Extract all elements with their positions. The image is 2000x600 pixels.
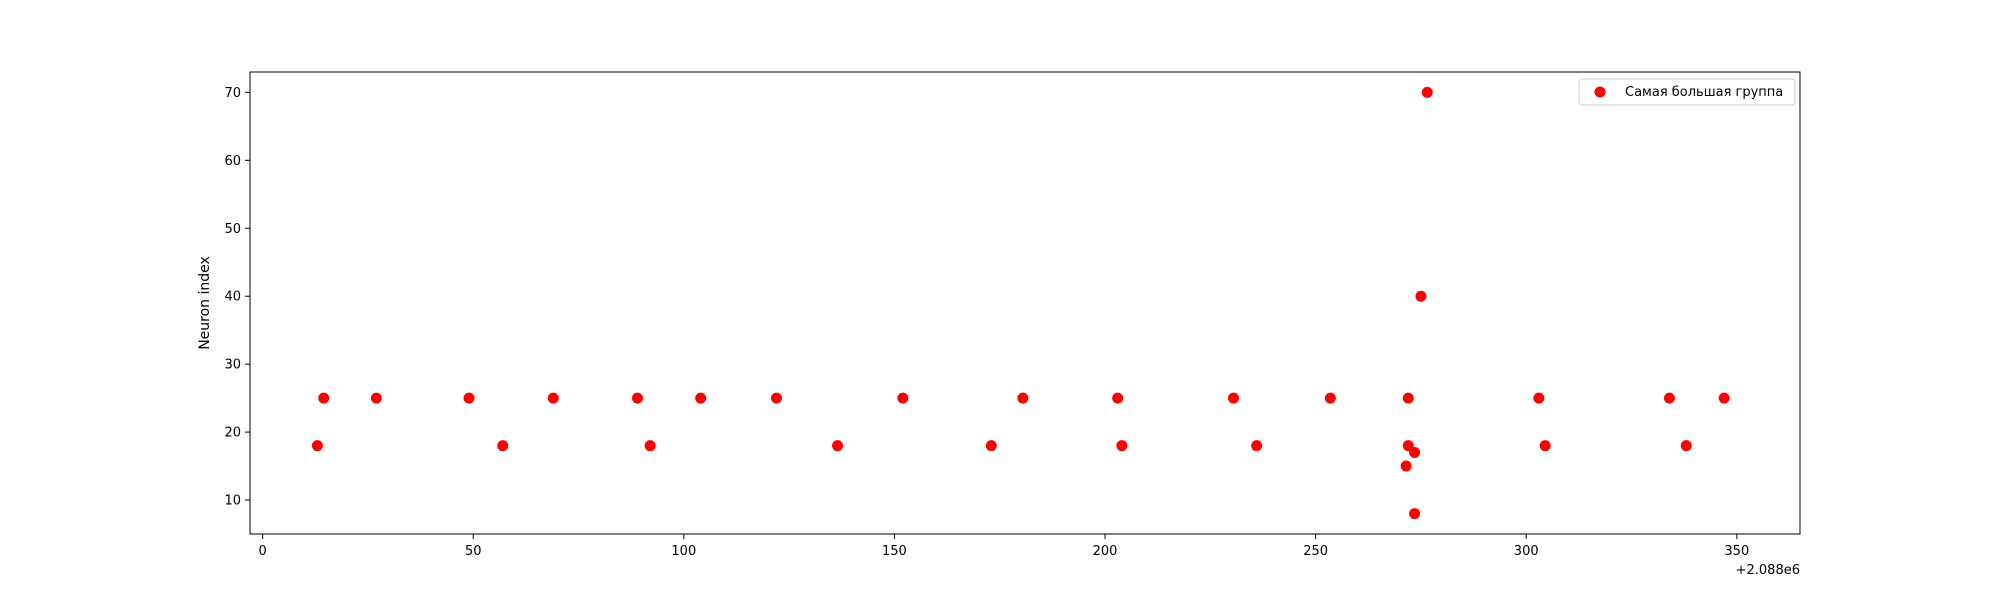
legend-box bbox=[1578, 78, 1796, 106]
data-point bbox=[1409, 446, 1421, 458]
x-tick-label: 250 bbox=[1303, 544, 1328, 559]
data-point bbox=[1402, 392, 1414, 404]
y-tick-label: 70 bbox=[224, 86, 241, 101]
x-tick-label: 150 bbox=[882, 544, 907, 559]
y-tick-label: 60 bbox=[224, 154, 241, 169]
x-tick-label: 200 bbox=[1093, 544, 1118, 559]
data-point bbox=[695, 392, 707, 404]
data-point bbox=[547, 392, 559, 404]
legend: Самая большая группа bbox=[1578, 78, 1796, 106]
data-point bbox=[1421, 86, 1433, 98]
plot-frame bbox=[249, 71, 1801, 535]
x-tick-label: 0 bbox=[258, 544, 266, 559]
data-point bbox=[1409, 508, 1421, 520]
data-point bbox=[644, 440, 656, 452]
x-axis: 0 50 100 150 200 250 300 350 bbox=[258, 534, 1749, 559]
x-tick-label: 350 bbox=[1724, 544, 1749, 559]
data-point bbox=[770, 392, 782, 404]
y-tick-label: 30 bbox=[224, 358, 241, 373]
data-point bbox=[1251, 440, 1263, 452]
data-point bbox=[897, 392, 909, 404]
data-point bbox=[1400, 460, 1412, 472]
legend-label: Самая большая группа bbox=[1625, 85, 1783, 100]
data-point bbox=[370, 392, 382, 404]
x-tick-label: 50 bbox=[465, 544, 482, 559]
x-tick-label: 100 bbox=[671, 544, 696, 559]
data-point bbox=[632, 392, 643, 404]
data-point bbox=[318, 392, 330, 404]
data-point bbox=[497, 440, 509, 452]
data-point bbox=[1415, 290, 1427, 302]
data-point bbox=[1017, 392, 1029, 404]
data-point bbox=[985, 440, 997, 452]
x-axis-offset-label: +2.088e6 bbox=[1736, 563, 1800, 578]
data-point bbox=[463, 392, 475, 404]
data-point bbox=[1718, 392, 1730, 404]
data-point bbox=[1663, 392, 1675, 404]
y-axis-label: Neuron index bbox=[197, 256, 213, 350]
data-point bbox=[311, 440, 323, 452]
data-point bbox=[1539, 440, 1551, 452]
y-tick-label: 50 bbox=[224, 222, 241, 237]
data-point bbox=[1324, 392, 1336, 404]
data-point bbox=[1116, 440, 1128, 452]
y-tick-label: 10 bbox=[224, 494, 241, 509]
data-point bbox=[1112, 392, 1124, 404]
data-point bbox=[1227, 392, 1239, 404]
data-points bbox=[311, 86, 1730, 520]
plot-area bbox=[250, 72, 1800, 534]
data-point bbox=[832, 440, 844, 452]
y-axis: 10 20 30 40 50 60 70 bbox=[224, 86, 250, 509]
y-tick-label: 40 bbox=[224, 290, 241, 305]
legend-marker bbox=[1594, 86, 1606, 98]
data-point bbox=[1533, 392, 1545, 404]
x-tick-label: 300 bbox=[1514, 544, 1539, 559]
y-tick-label: 20 bbox=[224, 426, 241, 441]
data-point bbox=[1680, 440, 1692, 452]
